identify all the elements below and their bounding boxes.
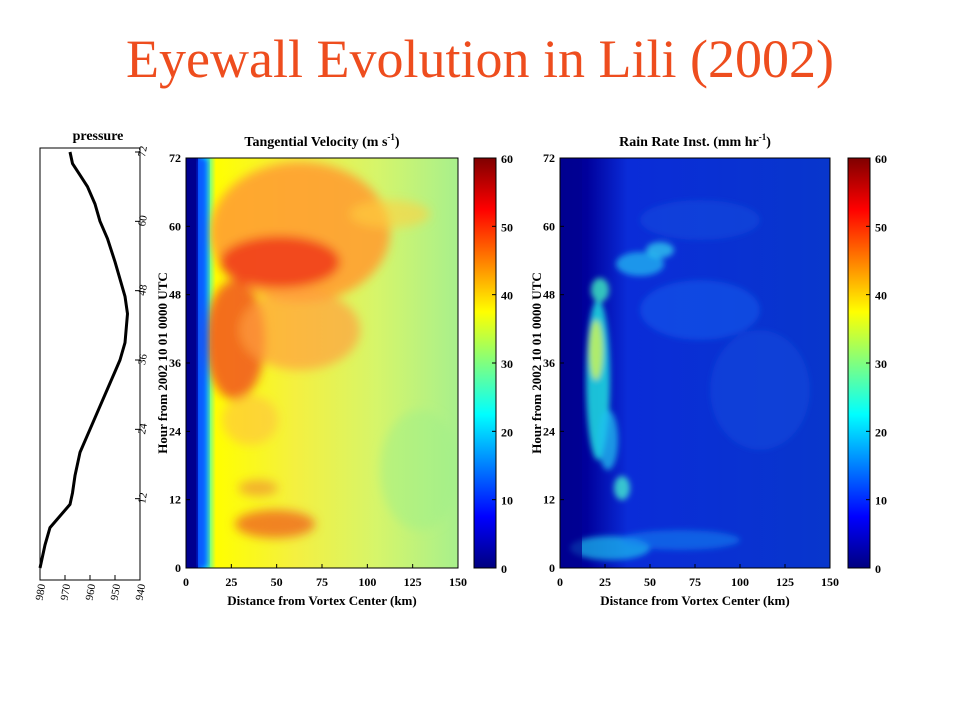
velocity-xlabel: Distance from Vortex Center (km) bbox=[227, 593, 416, 608]
v-x-tick: 100 bbox=[358, 575, 376, 589]
r-y-tick: 12 bbox=[543, 493, 555, 507]
v-x-tick: 75 bbox=[316, 575, 328, 589]
r-x-tick: 50 bbox=[644, 575, 656, 589]
pressure-panel: pressure 980 970 960 950 940 72 60 48 36 24 12 bbox=[34, 129, 150, 601]
rain-panel: Rain Rate Inst. (mm hr-1) 0 25 50 75 100 125 1… bbox=[529, 132, 887, 608]
v-y-tick: 24 bbox=[169, 424, 181, 438]
pressure-y-tick: 48 bbox=[136, 283, 150, 296]
pressure-y-tick: 72 bbox=[136, 145, 150, 158]
rain-x-ticks: 0 25 50 75 100 125 150 bbox=[557, 564, 839, 589]
velocity-panel: Tangential Velocity (m s-1) 0 25 50 75 100 12… bbox=[155, 132, 513, 608]
r-colorbar-tick: 20 bbox=[875, 425, 887, 439]
rain-ylabel: Hour from 2002 10 01 0000 UTC bbox=[529, 272, 544, 454]
rain-colorbar-ticks: 0 10 20 30 40 50 60 bbox=[866, 152, 887, 576]
rain-y-ticks: 0 12 24 36 48 60 72 bbox=[543, 151, 564, 575]
r-x-tick: 25 bbox=[599, 575, 611, 589]
v-y-tick: 48 bbox=[169, 288, 181, 302]
rain-title: Rain Rate Inst. (mm hr-1) bbox=[619, 132, 771, 150]
pressure-x-tick: 960 bbox=[84, 583, 99, 602]
pressure-x-tick: 970 bbox=[59, 583, 74, 602]
v-y-tick: 12 bbox=[169, 493, 181, 507]
v-y-tick: 60 bbox=[169, 219, 181, 233]
pressure-y-tick: 36 bbox=[136, 353, 150, 366]
pressure-y-tick: 60 bbox=[136, 214, 150, 227]
v-x-tick: 25 bbox=[225, 575, 237, 589]
r-y-tick: 60 bbox=[543, 219, 555, 233]
r-y-tick: 0 bbox=[549, 561, 555, 575]
v-x-tick: 50 bbox=[271, 575, 283, 589]
v-colorbar-tick: 10 bbox=[501, 494, 513, 508]
r-x-tick: 150 bbox=[821, 575, 839, 589]
v-x-tick: 125 bbox=[404, 575, 422, 589]
r-x-tick: 100 bbox=[731, 575, 749, 589]
v-colorbar-tick: 50 bbox=[501, 220, 513, 234]
r-x-tick: 0 bbox=[557, 575, 563, 589]
pressure-title: pressure bbox=[73, 129, 124, 144]
v-colorbar-tick: 40 bbox=[501, 289, 513, 303]
pressure-x-tick: 940 bbox=[134, 583, 149, 602]
r-x-tick: 75 bbox=[689, 575, 701, 589]
v-x-tick: 0 bbox=[183, 575, 189, 589]
r-colorbar-tick: 10 bbox=[875, 494, 887, 508]
slide-title: Eyewall Evolution in Lili (2002) bbox=[126, 29, 834, 89]
v-x-tick: 150 bbox=[449, 575, 467, 589]
velocity-title: Tangential Velocity (m s-1) bbox=[244, 132, 400, 150]
r-y-tick: 36 bbox=[543, 356, 555, 370]
pressure-y-tick: 24 bbox=[136, 422, 150, 435]
r-y-tick: 72 bbox=[543, 151, 555, 165]
pressure-y-ticks: 72 60 48 36 24 12 bbox=[135, 145, 150, 505]
v-colorbar-tick: 60 bbox=[501, 152, 513, 166]
pressure-y-tick: 12 bbox=[136, 492, 150, 505]
pressure-x-tick: 980 bbox=[34, 583, 49, 602]
velocity-colorbar-ticks: 0 10 20 30 40 50 60 bbox=[492, 152, 513, 576]
r-y-tick: 48 bbox=[543, 288, 555, 302]
r-colorbar-tick: 0 bbox=[875, 562, 881, 576]
pressure-x-ticks: 980 970 960 950 940 bbox=[34, 575, 149, 602]
r-colorbar-tick: 50 bbox=[875, 220, 887, 234]
velocity-x-ticks: 0 25 50 75 100 125 150 bbox=[183, 564, 467, 589]
r-colorbar-tick: 30 bbox=[875, 357, 887, 371]
pressure-frame bbox=[39, 147, 141, 581]
v-colorbar-tick: 30 bbox=[501, 357, 513, 371]
v-colorbar-tick: 0 bbox=[501, 562, 507, 576]
velocity-ylabel: Hour from 2002 10 01 0000 UTC bbox=[155, 272, 170, 454]
v-colorbar-tick: 20 bbox=[501, 425, 513, 439]
pressure-series-line bbox=[38, 151, 129, 569]
v-y-tick: 72 bbox=[169, 151, 181, 165]
v-y-tick: 36 bbox=[169, 356, 181, 370]
velocity-y-ticks: 0 12 24 36 48 60 72 bbox=[169, 151, 190, 575]
rain-xlabel: Distance from Vortex Center (km) bbox=[600, 593, 789, 608]
velocity-heatmap bbox=[186, 158, 458, 568]
v-y-tick: 0 bbox=[175, 561, 181, 575]
r-colorbar-tick: 60 bbox=[875, 152, 887, 166]
rain-heatmap bbox=[560, 158, 830, 568]
r-x-tick: 125 bbox=[776, 575, 794, 589]
r-y-tick: 24 bbox=[543, 424, 555, 438]
pressure-x-tick: 950 bbox=[109, 583, 124, 602]
r-colorbar-tick: 40 bbox=[875, 289, 887, 303]
